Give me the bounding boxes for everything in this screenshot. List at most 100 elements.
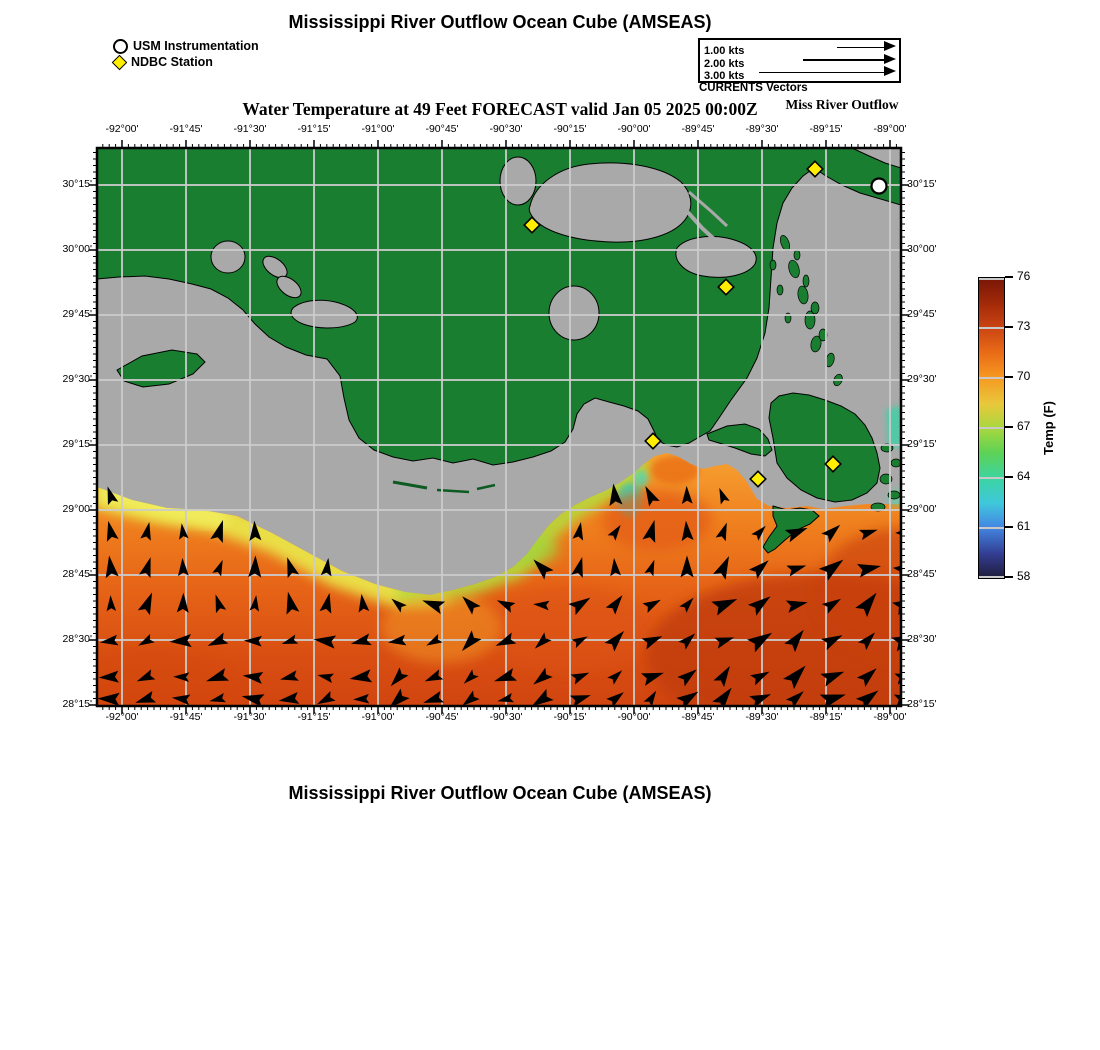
- current-vector-arrow: [894, 673, 901, 685]
- colorbar-tick: [1005, 576, 1013, 578]
- colorbar-gridline: [979, 527, 1004, 529]
- current-vector-arrow: [857, 632, 876, 651]
- rigolets-channel-2: [688, 190, 729, 228]
- current-vector-arrow: [426, 633, 443, 646]
- lon-label-bottom: -90°15': [553, 711, 587, 723]
- current-vector-arrow: [495, 632, 517, 646]
- colorbar-gridline: [979, 377, 1004, 379]
- current-vector-arrow: [751, 525, 766, 541]
- current-vector-arrow: [497, 692, 515, 703]
- current-vector-arrow: [821, 524, 841, 543]
- colorbar-tick-label: 58: [1017, 569, 1031, 583]
- current-vector-arrow: [137, 592, 153, 616]
- colorbar-title: Temp (F): [1041, 401, 1056, 455]
- lon-label-bottom: -91°15': [297, 711, 331, 723]
- usm-circle-icon: [113, 38, 128, 54]
- current-vector-arrow: [136, 669, 156, 682]
- current-vector-arrow: [248, 555, 262, 578]
- lat-label-left: 28°30': [62, 633, 92, 645]
- currents-scale-label: 1.00 kts: [704, 45, 745, 57]
- lon-label-top: -89°45': [681, 123, 715, 135]
- lat-label-left: 30°00': [62, 243, 92, 255]
- station-markers: [523, 160, 888, 488]
- current-vector-arrow: [644, 559, 655, 577]
- current-vector-arrow: [785, 600, 808, 613]
- legend-usm-label: USM Instrumentation: [133, 39, 259, 53]
- current-vector-arrow: [280, 670, 299, 681]
- current-vector-arrow: [494, 668, 518, 682]
- current-vector-arrow: [107, 486, 119, 506]
- colorbar-gridline: [979, 477, 1004, 479]
- current-vector-arrow: [606, 692, 624, 706]
- lon-label-top: -90°45': [425, 123, 459, 135]
- ndbc-station-marker: [523, 216, 541, 234]
- vector-scale-line: [803, 59, 885, 61]
- currents-scale-box: 1.00 kts 2.00 kts 3.00 kts: [698, 38, 901, 83]
- current-vector-arrow: [786, 565, 807, 577]
- current-vector-arrow: [317, 691, 336, 705]
- current-vector-arrow: [749, 671, 770, 686]
- current-vector-arrow: [533, 667, 553, 685]
- bottom-title: Mississippi River Outflow Ocean Cube (AM…: [288, 783, 712, 803]
- currents-scale-row: 1.00 kts: [704, 41, 899, 57]
- current-vector-arrow: [320, 557, 332, 577]
- current-vector-arrow: [605, 595, 623, 615]
- lat-label-right: 29°15': [907, 438, 937, 450]
- colorbar-tick: [1005, 526, 1013, 528]
- current-vector-arrow: [570, 672, 590, 685]
- current-vector-arrow: [242, 671, 264, 684]
- lake-salvador: [548, 285, 600, 341]
- small-lake-a: [262, 255, 288, 279]
- current-vector-arrow: [747, 596, 771, 616]
- current-vector-arrow: [784, 527, 808, 543]
- current-vector-arrow: [243, 635, 262, 647]
- current-vector-arrow: [534, 632, 552, 649]
- graticule-grid: [97, 148, 901, 706]
- current-vector-arrow: [681, 485, 693, 504]
- lon-label-top: -91°15': [297, 123, 331, 135]
- current-vector-arrow: [106, 595, 117, 612]
- lon-label-bottom: -91°30': [233, 711, 267, 723]
- current-vector-arrow: [893, 694, 901, 706]
- current-vector-arrow: [857, 564, 881, 578]
- current-vector-arrow: [207, 632, 229, 646]
- lon-label-top: -91°00': [361, 123, 395, 135]
- lon-label-bottom: -91°45': [169, 711, 203, 723]
- colorbar-tick-label: 61: [1017, 519, 1031, 533]
- current-vector-arrow: [642, 519, 656, 543]
- small-lake-b: [276, 275, 302, 299]
- current-vector-arrow: [358, 593, 370, 613]
- current-vector-arrow: [281, 634, 299, 645]
- currents-scale-row: 3.00 kts: [704, 66, 899, 82]
- current-vector-arrow: [678, 633, 696, 650]
- lat-label-left: 29°00': [62, 503, 92, 515]
- lon-label-top: -91°30': [233, 123, 267, 135]
- current-vector-arrow: [821, 598, 842, 614]
- lat-label-right: 29°00': [907, 503, 937, 515]
- current-vector-arrow: [855, 592, 877, 618]
- page-title: Mississippi River Outflow Ocean Cube (AM…: [288, 12, 712, 32]
- current-vector-arrow: [604, 630, 625, 652]
- colorbar-tick-label: 67: [1017, 419, 1031, 433]
- current-vector-arrow: [209, 692, 227, 703]
- current-vector-arrow: [241, 694, 265, 706]
- current-vector-arrow: [423, 690, 445, 703]
- lat-label-right: 28°15': [907, 698, 937, 710]
- colorbar: [978, 277, 1005, 579]
- lat-label-right: 29°45': [907, 308, 937, 320]
- colorbar-tick: [1005, 476, 1013, 478]
- small-lake-nw: [210, 240, 246, 274]
- ndbc-diamond-icon: [111, 54, 128, 70]
- current-vector-arrow: [569, 695, 591, 706]
- lon-label-bottom: -90°45': [425, 711, 459, 723]
- coast-lobe-plaquemines-west: [706, 423, 773, 457]
- colorbar-tick-label: 64: [1017, 469, 1031, 483]
- map-border: [95, 146, 903, 708]
- colorbar-tick: [1005, 376, 1013, 378]
- lon-label-top: -92°00': [105, 123, 139, 135]
- current-vector-arrow: [98, 670, 119, 683]
- current-vector-arrow: [571, 636, 588, 649]
- current-vector-arrow: [97, 692, 120, 706]
- current-vector-arrow: [746, 632, 773, 653]
